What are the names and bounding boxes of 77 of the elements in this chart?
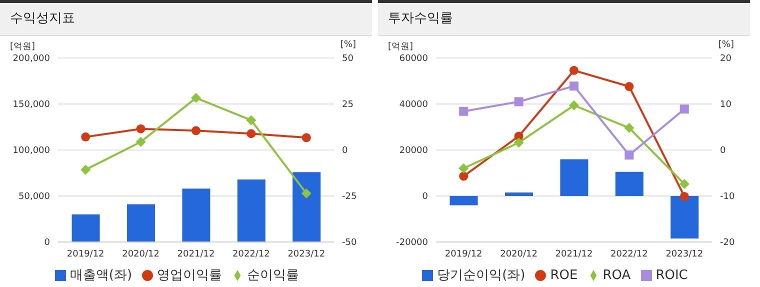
y2-tick-label: -50 bbox=[342, 238, 357, 248]
point bbox=[80, 164, 91, 175]
x-tick-label: 2019/12 bbox=[444, 249, 482, 260]
legend-label: 영업이익률 bbox=[157, 268, 222, 283]
point bbox=[680, 192, 689, 201]
bar bbox=[505, 192, 533, 196]
y2-tick-label: -20 bbox=[720, 238, 735, 248]
legend-label: 매출액(좌) bbox=[70, 268, 132, 283]
point bbox=[458, 163, 469, 174]
y-tick-label: 50,000 bbox=[18, 192, 50, 202]
bar bbox=[237, 179, 266, 242]
bar bbox=[615, 172, 644, 196]
x-tick-label: 2020/12 bbox=[122, 249, 160, 260]
y-axis-title: [억원] bbox=[388, 41, 414, 53]
y2-tick-label: 0 bbox=[720, 146, 726, 156]
point bbox=[624, 122, 634, 133]
point bbox=[301, 188, 312, 198]
bar bbox=[127, 204, 155, 242]
y2-axis-title: [%] bbox=[340, 40, 356, 50]
x-tick-label: 2022/12 bbox=[232, 249, 270, 260]
point bbox=[136, 136, 146, 147]
bar bbox=[560, 159, 588, 196]
chart-title: 수익성지표 bbox=[0, 3, 372, 36]
point bbox=[192, 126, 200, 136]
point bbox=[459, 172, 468, 181]
point bbox=[302, 133, 311, 142]
legend-label: ROA bbox=[602, 268, 631, 283]
x-tick-label: 2021/12 bbox=[177, 249, 215, 260]
y2-tick-label: 10 bbox=[720, 100, 732, 110]
y-tick-label: 100,000 bbox=[12, 146, 50, 156]
point bbox=[81, 132, 90, 142]
y-tick-label: 0 bbox=[44, 238, 50, 248]
bar bbox=[292, 172, 321, 242]
point bbox=[624, 150, 634, 160]
chart-title: 투자수익률 bbox=[378, 3, 750, 36]
point bbox=[679, 179, 690, 190]
point bbox=[569, 100, 579, 110]
y2-tick-label: -10 bbox=[720, 192, 735, 202]
x-tick-label: 2022/12 bbox=[610, 249, 648, 260]
y-axis-title: [억원] bbox=[10, 41, 36, 53]
point bbox=[246, 129, 256, 138]
y2-tick-label: 0 bbox=[342, 146, 348, 156]
y-tick-label: -20000 bbox=[396, 238, 428, 248]
x-tick-label: 2023/12 bbox=[288, 249, 326, 260]
point bbox=[624, 82, 634, 92]
legend-label: 순이익률 bbox=[247, 268, 300, 283]
x-tick-label: 2021/12 bbox=[555, 249, 593, 260]
y-tick-label: 150,000 bbox=[12, 100, 50, 110]
point bbox=[191, 92, 201, 103]
point bbox=[570, 66, 578, 75]
y2-axis-title: [%] bbox=[718, 40, 734, 50]
bar bbox=[182, 188, 210, 242]
x-tick-label: 2020/12 bbox=[500, 249, 538, 260]
y2-tick-label: 25 bbox=[342, 100, 354, 110]
legend-label: 당기순이익(좌) bbox=[437, 268, 526, 283]
point bbox=[514, 97, 524, 106]
x-tick-label: 2019/12 bbox=[66, 249, 104, 260]
y-tick-label: 0 bbox=[422, 192, 428, 202]
bar bbox=[72, 214, 100, 242]
legend-label: ROE bbox=[550, 268, 578, 283]
y2-tick-label: 50 bbox=[342, 54, 354, 64]
bar bbox=[670, 196, 699, 239]
legend-label: ROIC bbox=[656, 268, 688, 283]
y-tick-label: 40000 bbox=[399, 100, 428, 110]
bar bbox=[450, 196, 478, 206]
y2-tick-label: -25 bbox=[342, 192, 357, 202]
point bbox=[136, 124, 146, 134]
y-tick-label: 20000 bbox=[399, 146, 428, 156]
point bbox=[246, 115, 256, 126]
y2-tick-label: 20 bbox=[720, 54, 732, 64]
point bbox=[680, 104, 689, 114]
y-tick-label: 60000 bbox=[399, 54, 428, 64]
point bbox=[514, 138, 524, 148]
x-tick-label: 2023/12 bbox=[666, 249, 704, 260]
point bbox=[459, 106, 468, 116]
point bbox=[570, 82, 578, 91]
y-tick-label: 200,000 bbox=[12, 54, 50, 64]
